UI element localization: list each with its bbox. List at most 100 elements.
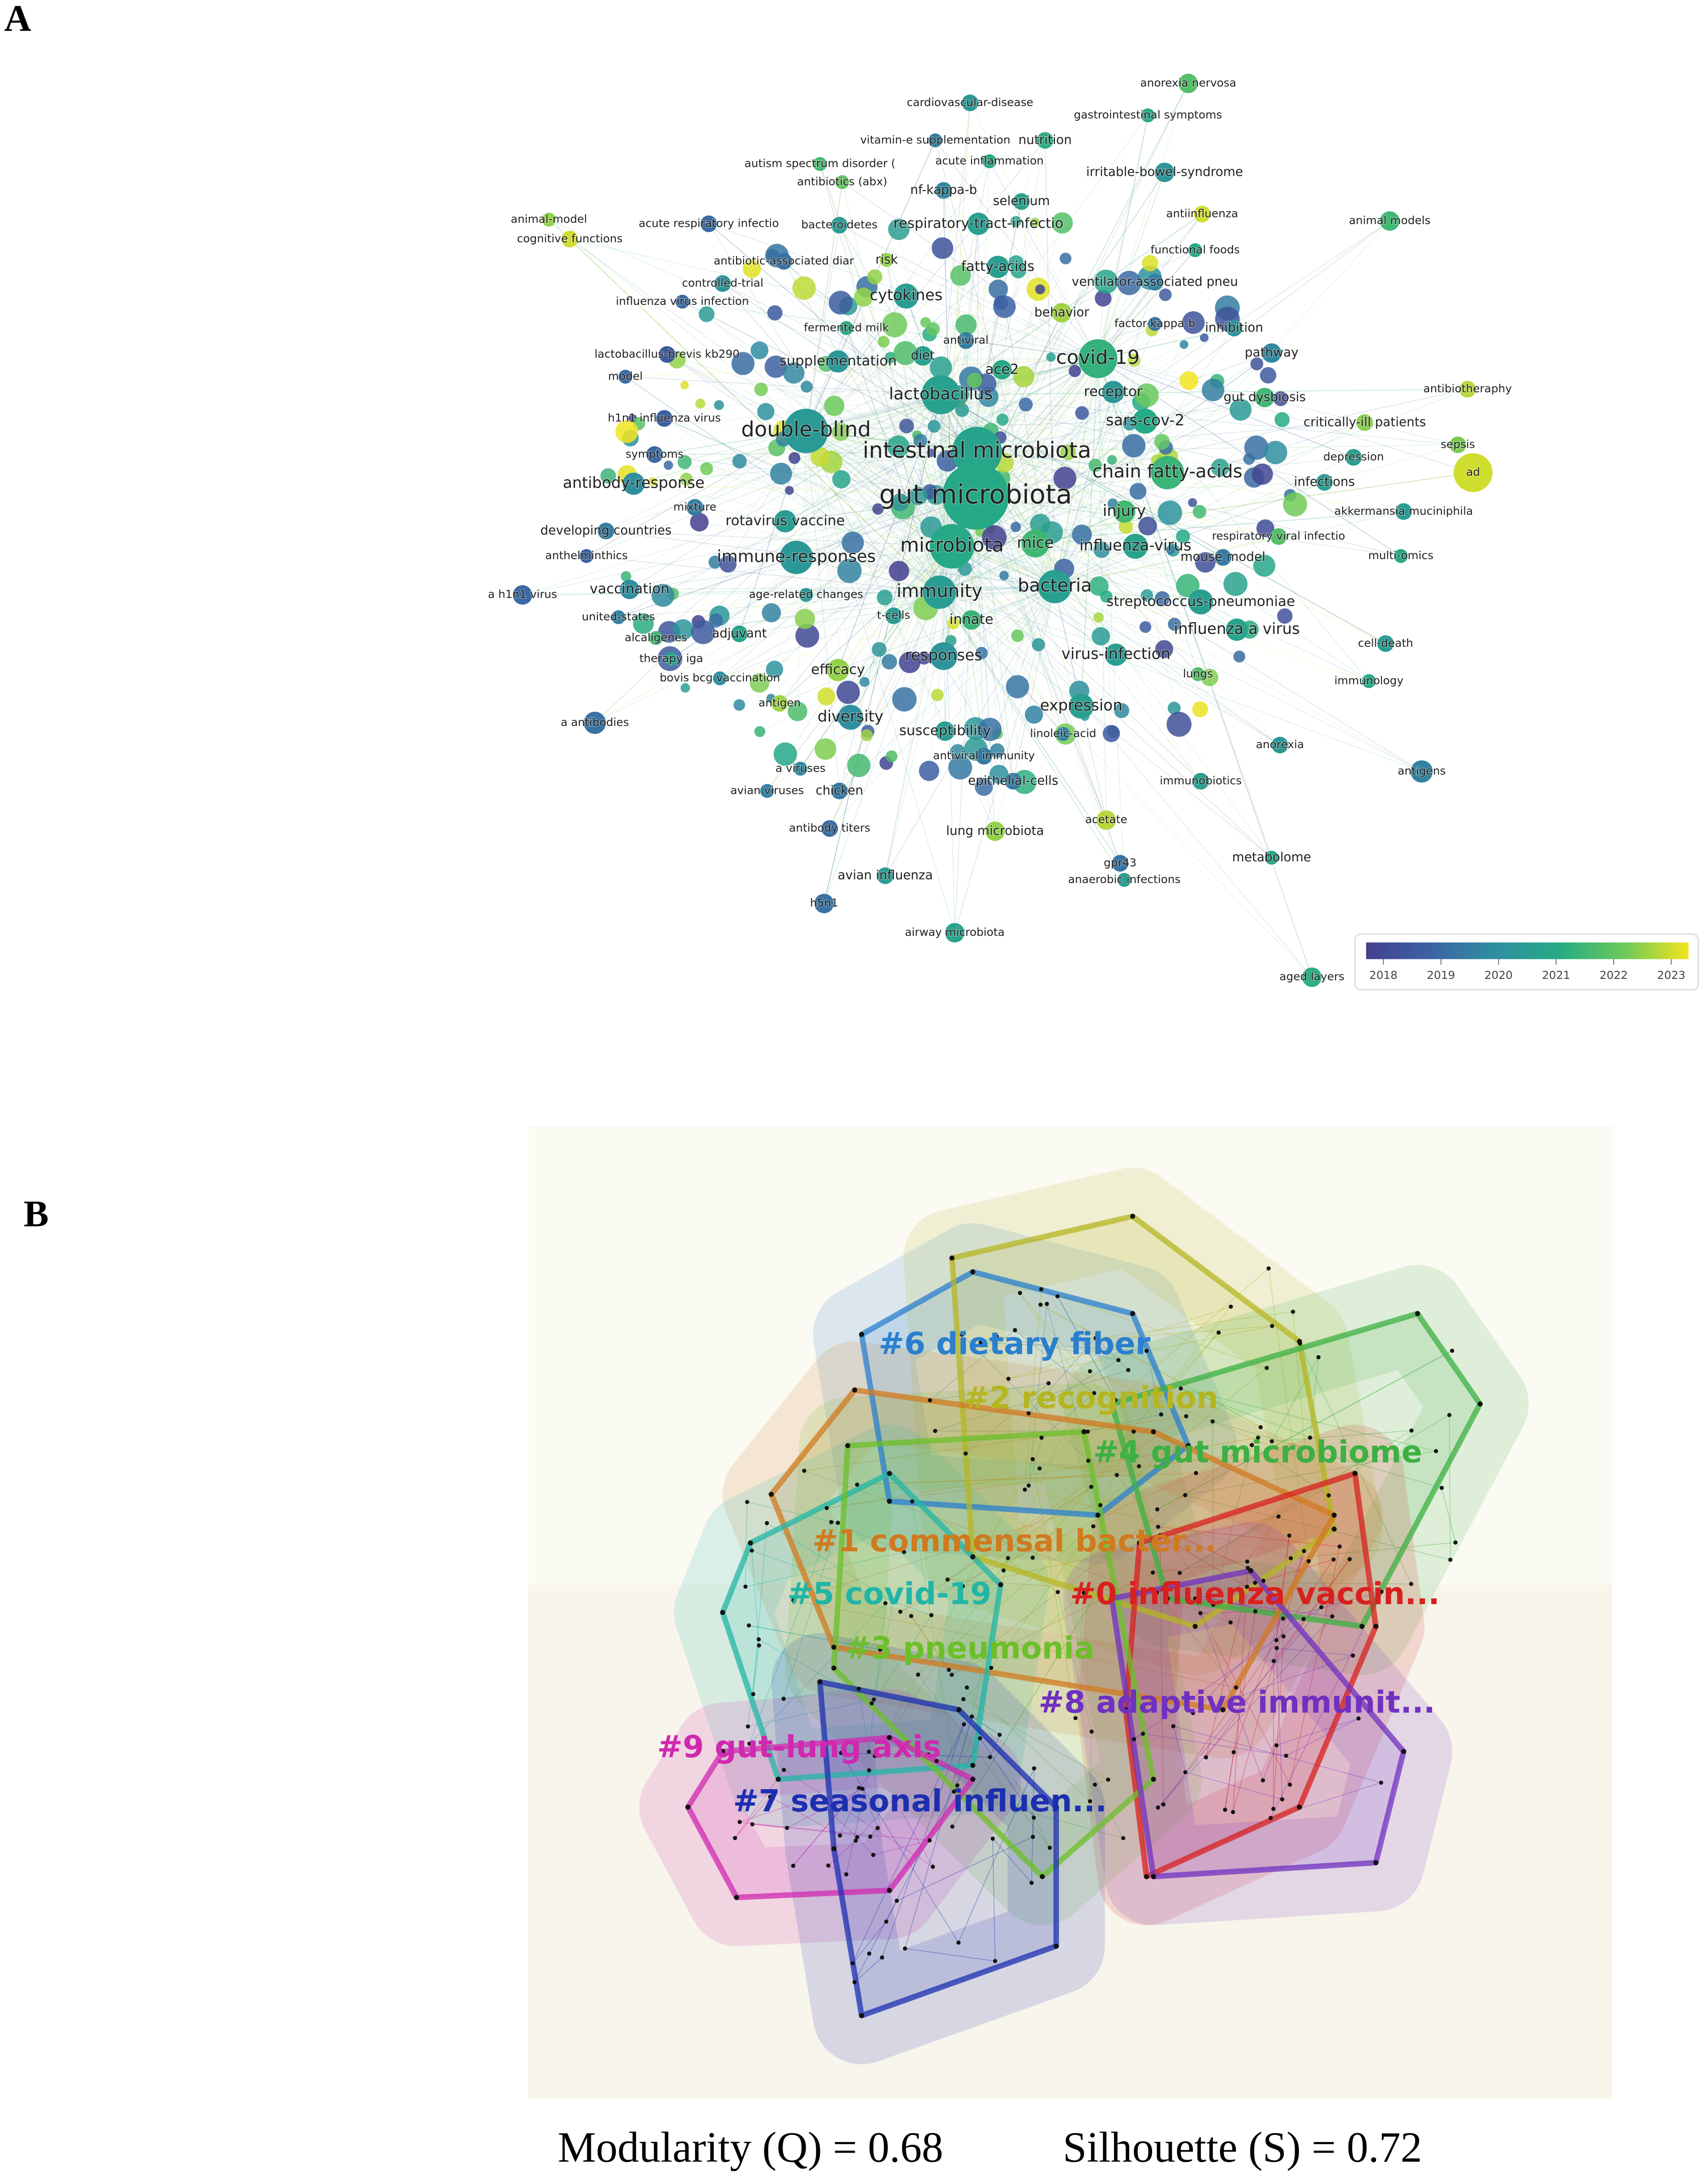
minor-node [788, 452, 801, 464]
modularity: Modularity (Q) = 0.68 [558, 2123, 943, 2171]
node-label: inhibition [1205, 320, 1263, 335]
node [1274, 1646, 1279, 1650]
minor-node [1094, 269, 1118, 294]
minor-node [927, 449, 936, 457]
node [756, 1637, 761, 1642]
node [1380, 211, 1400, 231]
node [737, 1820, 742, 1824]
node [829, 1520, 834, 1524]
node [873, 1754, 877, 1758]
edge [664, 418, 1055, 587]
node-label: fatty-acids [961, 258, 1035, 274]
minor-node [1259, 367, 1277, 384]
edge [939, 562, 1205, 593]
minor-node [766, 660, 783, 678]
node [771, 695, 788, 712]
node-label: immunology [1334, 674, 1404, 687]
node [1193, 1596, 1197, 1601]
node [927, 1838, 932, 1843]
edge [819, 164, 940, 592]
node [1193, 205, 1211, 223]
colorbar-tick-label: 2020 [1484, 969, 1513, 982]
edge [630, 586, 1055, 590]
node [1281, 1616, 1285, 1621]
node [1178, 1386, 1183, 1391]
edge [806, 430, 955, 933]
node [760, 784, 774, 798]
node-label: multi-omics [1368, 549, 1433, 562]
link [1173, 1726, 1381, 1783]
edge [806, 430, 1201, 782]
node [1220, 1707, 1226, 1712]
node [1228, 1620, 1233, 1625]
minor-node [1019, 398, 1033, 412]
node [1316, 474, 1333, 491]
minor-node [990, 743, 1005, 758]
minor-node [1093, 612, 1104, 623]
node [713, 671, 727, 686]
node-label: rotavirus vaccine [725, 513, 845, 529]
node [1440, 1486, 1444, 1490]
minor-node [913, 434, 928, 448]
link [873, 1840, 930, 1856]
link [1090, 1731, 1092, 1802]
link [841, 1752, 959, 1943]
link [972, 1716, 1000, 1735]
link [1075, 1593, 1085, 1718]
node [1191, 1711, 1195, 1716]
node [1116, 1358, 1121, 1362]
node [1271, 1659, 1276, 1664]
node [949, 1672, 954, 1677]
node [731, 625, 748, 643]
nodes [512, 74, 1493, 987]
minor-node [932, 237, 953, 259]
node [1192, 773, 1209, 790]
node-label: respiratory viral infectio [1212, 529, 1345, 542]
edge [1055, 549, 1173, 587]
node-label: supplementation [779, 353, 897, 369]
edge [806, 140, 1046, 431]
link [1179, 1430, 1412, 1574]
node [1245, 1585, 1249, 1589]
node [1039, 1874, 1045, 1879]
edge [839, 225, 1098, 359]
cluster-label: #0 influenza vaccin... [1070, 1576, 1440, 1612]
minor-node [948, 756, 972, 780]
minor-node [1010, 216, 1022, 227]
node [1056, 727, 1070, 741]
edge [806, 430, 1266, 529]
node [1271, 1806, 1275, 1811]
edge [569, 239, 940, 593]
minor-node [978, 718, 1002, 741]
edge [522, 592, 940, 596]
edge [1098, 358, 1263, 475]
edge [939, 263, 1151, 592]
node [859, 1332, 864, 1337]
link [1179, 1415, 1450, 1574]
edge [664, 418, 1055, 587]
node [933, 1428, 937, 1433]
link [1028, 1437, 1042, 1486]
node [583, 711, 606, 734]
node [1291, 1309, 1295, 1314]
minor-node [1035, 284, 1045, 295]
edge [976, 451, 1201, 603]
edge [1055, 422, 1365, 587]
link [857, 1837, 874, 1855]
minor-node [1283, 492, 1307, 517]
link [947, 1579, 1157, 1593]
minor-node [1127, 354, 1141, 367]
node [1109, 1596, 1114, 1601]
node [921, 375, 960, 414]
edge [1025, 404, 1055, 587]
minor-node [877, 589, 893, 606]
minor-node [1011, 629, 1024, 642]
node [1409, 1428, 1414, 1433]
minor-node [1157, 500, 1182, 525]
node-label: streptococcus-pneumoniae [1106, 593, 1295, 609]
minor-node [1176, 529, 1190, 544]
node [1188, 589, 1213, 615]
edge [806, 201, 1022, 431]
link [1195, 1598, 1333, 1617]
